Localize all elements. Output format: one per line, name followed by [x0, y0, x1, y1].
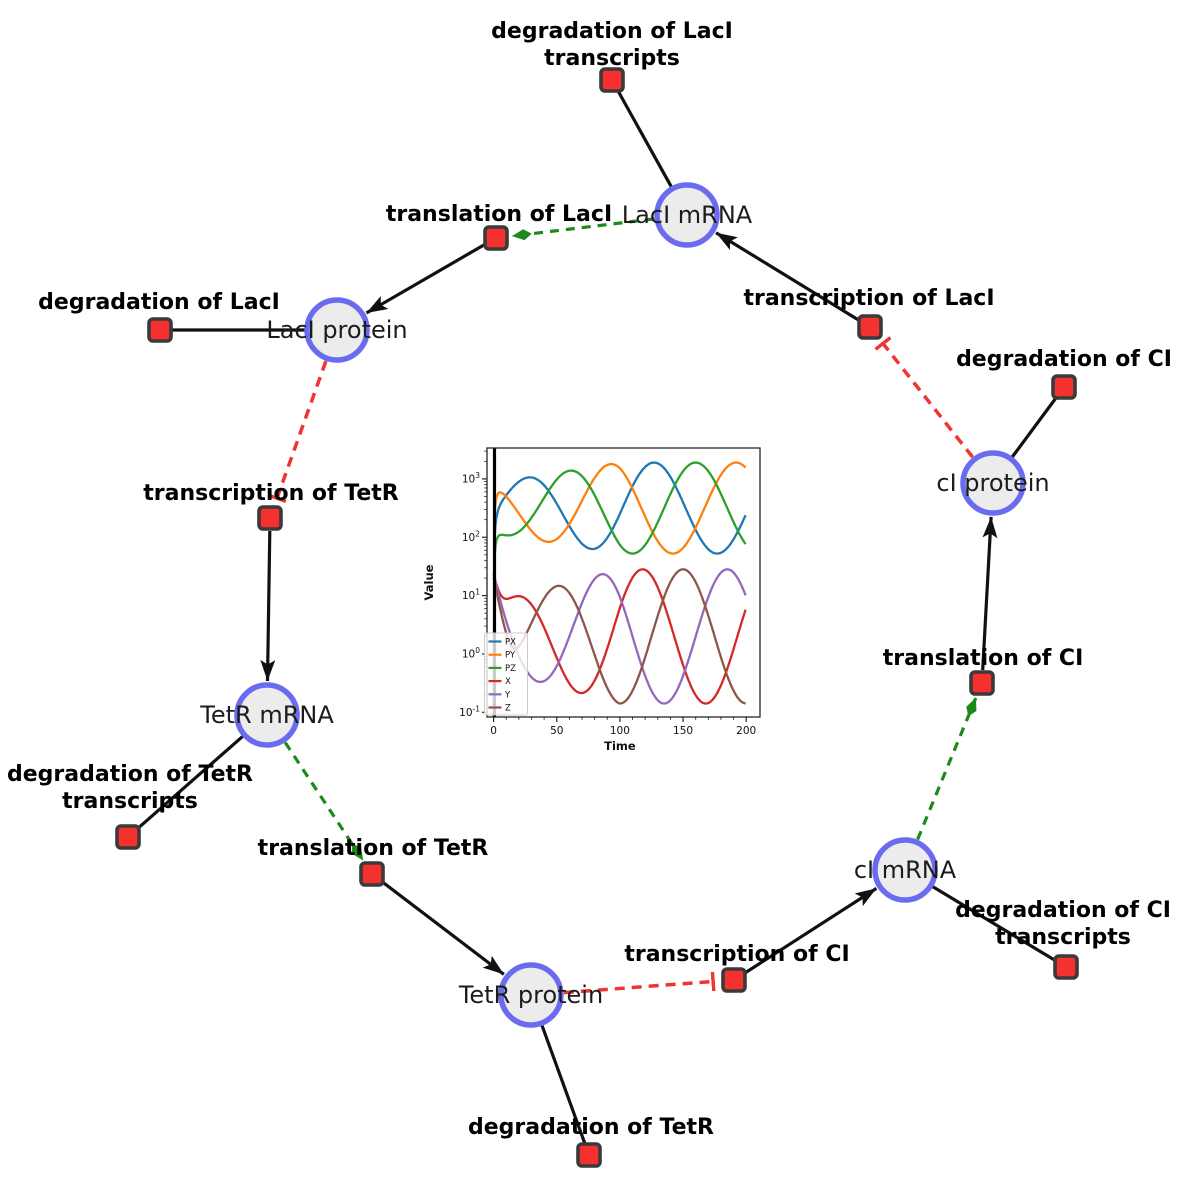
reaction-label-degradation-of-laci-line0: degradation of LacI [38, 290, 280, 315]
species-layer: LacI mRNA LacI protein TetR mRNA TetR prote… [199, 182, 1050, 1028]
edge-production-translation-of-tetr-to-tetr-protein [381, 880, 505, 976]
reaction-label-translation-of-laci-line0: translation of LacI [386, 202, 612, 227]
y-tick-label: 101 [462, 588, 480, 603]
reaction-node-degradation-of-ci [1051, 374, 1077, 400]
reaction-node-degradation-of-laci-transcripts [599, 67, 625, 93]
series-line-px [492, 461, 747, 717]
species-node-ci-protein [960, 450, 1026, 516]
time-series-plot: 0 50 100 150 20010310210110010-1TimeValuePXP… [422, 447, 761, 753]
reaction-label-degradation-of-tetr-line0: degradation of TetR [468, 1115, 714, 1140]
edge-consumption-ci-protein-to-degradation-of-ci [1010, 395, 1058, 459]
x-tick-label: 0 [490, 725, 497, 737]
series-line-x [492, 568, 747, 705]
edge-consumption-tetr-protein-to-degradation-of-tetr [540, 1024, 587, 1145]
species-node-tetr-mrna [234, 682, 300, 748]
edge-catalysis-laci-mrna-to-translation-of-laci [511, 217, 655, 241]
edge-inhibition-laci-protein-to-transcription-of-tetr [267, 360, 328, 504]
legend: PX PY PZ XYZ [484, 632, 528, 716]
plot-frame [486, 447, 761, 718]
reaction-node-degradation-of-laci [147, 317, 173, 343]
species-label-ci-mrna: cI mRNA [854, 856, 957, 884]
reaction-node-degradation-of-ci-transcripts [1053, 954, 1079, 980]
x-axis-label: Time [604, 739, 636, 753]
edge-production-translation-of-laci-to-laci-protein [365, 243, 486, 315]
species-node-tetr-protein [498, 962, 564, 1028]
species-label-laci-protein: LacI protein [266, 316, 407, 344]
species-label-tetr-mrna: TetR mRNA [199, 701, 334, 729]
reaction-node-transcription-of-ci [721, 967, 747, 993]
series-line-pz [492, 461, 747, 717]
reaction-node-translation-of-tetr [359, 861, 385, 887]
reaction-label-transcription-of-laci-line0: transcription of LacI [743, 286, 994, 311]
reaction-node-transcription-of-tetr [257, 505, 283, 531]
reaction-label-degradation-of-laci-transcripts-line1: transcripts [544, 46, 680, 71]
legend-label-px: PX [505, 638, 516, 648]
edge-production-transcription-of-ci-to-ci-mrna [744, 887, 878, 975]
edge-layer [136, 89, 1058, 1145]
species-label-ci-protein: cI protein [936, 469, 1049, 497]
series-line-y [492, 568, 747, 705]
y-tick-label: 102 [462, 529, 480, 544]
reaction-label-translation-of-ci-line0: translation of CI [883, 646, 1084, 671]
edge-production-transcription-of-laci-to-laci-mrna [715, 231, 860, 322]
y-axis-label: Value [422, 564, 436, 600]
edge-production-transcription-of-tetr-to-tetr-mrna [260, 530, 276, 682]
reaction-node-degradation-of-tetr [576, 1142, 602, 1168]
edge-inhibition-tetr-protein-to-transcription-of-ci [563, 971, 716, 995]
legend-label-x: X [505, 677, 511, 687]
series-line-py [492, 461, 747, 717]
reaction-label-degradation-of-ci-line0: degradation of CI [956, 347, 1172, 372]
reaction-node-transcription-of-laci [857, 314, 883, 340]
legend-label-z: Z [505, 704, 511, 714]
reaction-label-degradation-of-ci-transcripts-line0: degradation of CI [955, 898, 1171, 923]
reaction-label-degradation-of-tetr-transcripts-line0: degradation of TetR [7, 762, 253, 787]
legend-label-pz: PZ [505, 664, 516, 674]
edge-production-translation-of-ci-to-ci-protein [981, 516, 998, 671]
x-tick-label: 150 [673, 725, 693, 737]
species-label-laci-mrna: LacI mRNA [622, 201, 753, 229]
series-line-z [492, 568, 746, 705]
reaction-label-degradation-of-ci-transcripts-line1: transcripts [995, 925, 1131, 950]
species-node-laci-mrna [654, 182, 720, 248]
species-node-ci-mrna [872, 837, 938, 903]
edge-consumption-ci-mrna-to-degradation-of-ci-transcripts [931, 885, 1057, 962]
edge-catalysis-ci-mrna-to-translation-of-ci [916, 697, 978, 841]
edge-inhibition-ci-protein-to-transcription-of-laci [874, 336, 974, 459]
reaction-node-translation-of-ci [969, 670, 995, 696]
reaction-node-degradation-of-tetr-transcripts [115, 824, 141, 850]
y-tick-label: 103 [462, 471, 480, 486]
reaction-label-degradation-of-tetr-transcripts-line1: transcripts [62, 789, 198, 814]
reaction-node-translation-of-laci [483, 225, 509, 251]
edge-consumption-laci-mrna-to-degradation-of-laci-transcripts [616, 89, 673, 188]
x-tick-label: 200 [736, 725, 756, 737]
x-tick-label: 100 [610, 725, 630, 737]
legend-label-y: Y [504, 690, 511, 700]
legend-label-py: PY [505, 651, 516, 661]
y-tick-label: 100 [462, 646, 480, 661]
edge-catalysis-tetr-mrna-to-translation-of-tetr [283, 741, 365, 862]
reaction-layer: degradation of LacItranscriptstranslatio… [7, 19, 1172, 1168]
y-tick-label: 10-1 [459, 704, 480, 719]
edge-consumption-tetr-mrna-to-degradation-of-tetr-transcripts [136, 735, 244, 831]
species-label-tetr-protein: TetR protein [458, 981, 603, 1009]
reaction-label-transcription-of-tetr-line0: transcription of TetR [143, 481, 399, 506]
reaction-label-transcription-of-ci-line0: transcription of CI [624, 942, 849, 967]
x-tick-label: 50 [550, 725, 563, 737]
reaction-label-degradation-of-laci-transcripts-line0: degradation of LacI [491, 19, 733, 44]
species-node-laci-protein [304, 297, 370, 363]
reaction-label-translation-of-tetr-line0: translation of TetR [258, 836, 489, 861]
